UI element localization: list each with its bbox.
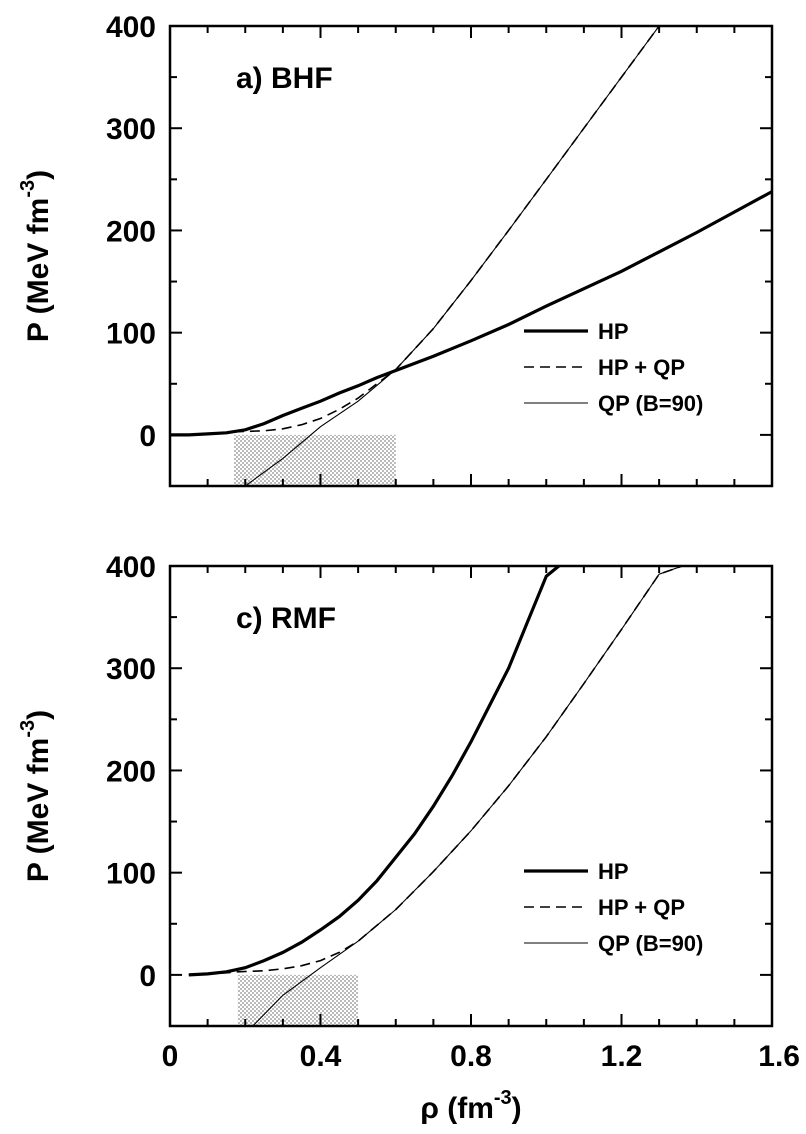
x-tick-label: 1.2 (601, 1040, 643, 1073)
y-tick-label: 200 (106, 755, 156, 788)
y-tick-label: 400 (106, 551, 156, 584)
y-tick-label: 300 (106, 113, 156, 146)
y-axis-label-text-sup: -3 (17, 180, 39, 198)
series-line-hp (170, 190, 772, 437)
plot-frame (168, 564, 774, 1028)
panel-bhf: 0 100 200 300 400 P (MeV fm-3) a) BHF HP HP + QP… (17, 11, 774, 488)
legend-label: HP (598, 319, 629, 344)
x-tick-label: 0.8 (450, 1040, 492, 1073)
plot-frame (168, 24, 774, 488)
y-tick-label: 200 (106, 215, 156, 248)
series-line-hp-qp (170, 26, 661, 436)
plot-area (170, 26, 772, 486)
plot-area (188, 566, 685, 1026)
y-tick-label: 100 (106, 318, 156, 351)
x-tick-label: 1.6 (758, 1040, 800, 1073)
panel-title: a) BHF (236, 62, 333, 95)
x-axis-label-sup: -3 (494, 1087, 512, 1109)
shaded-region (233, 434, 396, 486)
y-axis-label-text-tail: ) (22, 710, 55, 720)
y-axis-label: P (MeV fm-3) (17, 170, 55, 342)
x-axis-label-main: ρ (fm (420, 1092, 494, 1125)
shaded-region (237, 974, 359, 1026)
series-line-qp-b-90 (244, 26, 660, 486)
y-axis-label-text-main: P (MeV fm (22, 198, 55, 342)
x-axis-label-tail: ) (512, 1092, 522, 1125)
y-tick-label: 0 (139, 420, 156, 453)
y-tick-label: 400 (106, 11, 156, 44)
y-axis-label-text: P (MeV fm-3) (17, 710, 55, 882)
series-line-hp (188, 566, 562, 977)
y-tick-label: 0 (139, 960, 156, 993)
series-line-qp-b-90 (252, 566, 684, 1026)
legend-label: QP (B=90) (598, 391, 703, 416)
y-tick-label: 100 (106, 858, 156, 891)
y-axis-label-text-sup: -3 (17, 720, 39, 738)
y-axis-label: P (MeV fm-3) (17, 710, 55, 882)
x-tick-label: 0 (162, 1040, 179, 1073)
x-axis-label: ρ (fm-3) (420, 1087, 521, 1125)
legend-label: HP (598, 859, 629, 884)
panel-title: c) RMF (236, 602, 336, 635)
y-tick-label: 300 (106, 653, 156, 686)
y-axis-label-text: P (MeV fm-3) (17, 170, 55, 342)
y-axis-label-text-tail: ) (22, 170, 55, 180)
y-axis-label-text-main: P (MeV fm (22, 738, 55, 882)
legend-label: HP + QP (598, 895, 685, 920)
legend-label: QP (B=90) (598, 931, 703, 956)
legend-label: HP + QP (598, 355, 685, 380)
x-tick-label: 0.4 (300, 1040, 342, 1073)
